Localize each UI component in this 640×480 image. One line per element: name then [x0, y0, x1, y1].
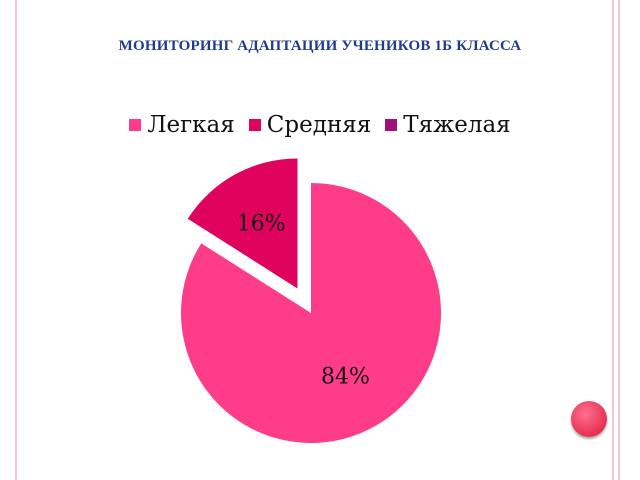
legend-label-heavy: Тяжелая — [403, 112, 511, 138]
pie-slice-light — [181, 183, 441, 443]
frame-line-right-outer — [618, 0, 620, 480]
data-label-light: 84% — [321, 365, 370, 390]
data-label-medium: 16% — [237, 211, 286, 236]
legend-item-medium: Средняя — [248, 112, 372, 138]
next-slide-button[interactable] — [571, 401, 607, 437]
frame-line-left — [15, 0, 17, 480]
frame-line-right — [612, 0, 614, 480]
legend-swatch-light — [129, 119, 142, 131]
chart-title: МОНИТОРИНГ АДАПТАЦИИ УЧЕНИКОВ 1Б КЛАССА — [118, 38, 522, 54]
legend-swatch-heavy — [385, 119, 398, 131]
pie-slice-medium — [187, 158, 298, 289]
chart-legend: Легкая Средняя Тяжелая — [0, 112, 640, 138]
legend-label-medium: Средняя — [266, 112, 372, 138]
legend-swatch-medium — [248, 119, 261, 131]
legend-item-heavy: Тяжелая — [385, 112, 511, 138]
legend-item-light: Легкая — [129, 112, 235, 138]
legend-label-light: Легкая — [147, 112, 235, 138]
